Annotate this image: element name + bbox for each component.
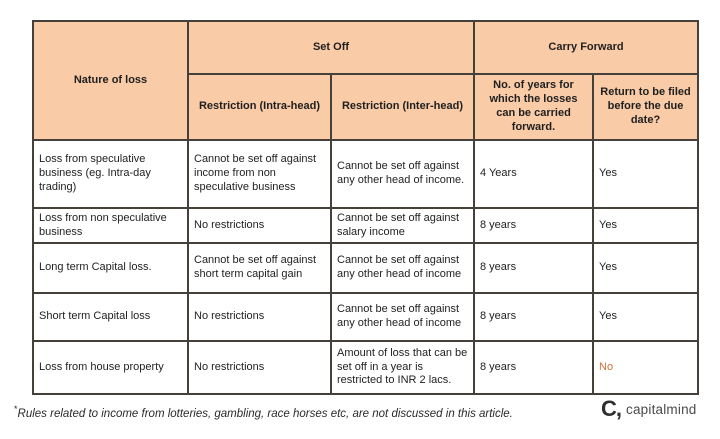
- cell-restriction-inter: Cannot be set off against salary income: [330, 207, 475, 244]
- cell-return-due: Yes: [591, 207, 700, 244]
- table-row-speculative-business: Loss from speculative business (eg. Intr…: [32, 139, 700, 209]
- cell-nature: Loss from speculative business (eg. Intr…: [32, 139, 189, 209]
- cell-nature: Short term Capital loss: [32, 292, 189, 342]
- cell-restriction-intra: Cannot be set off against income from no…: [187, 139, 332, 209]
- capitalmind-logo-mark-icon: C,: [601, 396, 622, 421]
- header-restriction-inter-head: Restriction (Inter-head): [330, 73, 475, 141]
- cell-carry-years: 8 years: [473, 242, 594, 294]
- cell-restriction-inter: Cannot be set off against any other head…: [330, 242, 475, 294]
- cell-restriction-inter: Amount of loss that can be set off in a …: [330, 340, 475, 395]
- header-carry-forward: Carry Forward: [472, 20, 700, 75]
- cell-return-due: Yes: [591, 242, 700, 294]
- table-row-non-speculative-business: Loss from non speculative business No re…: [32, 207, 700, 244]
- header-nature-of-loss: Nature of loss: [32, 20, 189, 141]
- capitalmind-logo-text: capitalmind: [626, 401, 697, 417]
- cell-nature: Long term Capital loss.: [32, 242, 189, 294]
- cell-carry-years: 4 Years: [473, 139, 594, 209]
- cell-carry-years: 8 years: [473, 207, 594, 244]
- header-return-due-date: Return to be filed before the due date?: [591, 73, 700, 141]
- footnote-asterisk: *: [14, 404, 18, 414]
- cell-restriction-inter: Cannot be set off against any other head…: [330, 292, 475, 342]
- cell-restriction-intra: Cannot be set off against short term cap…: [187, 242, 332, 294]
- cell-carry-years: 8 years: [473, 292, 594, 342]
- cell-return-due: Yes: [591, 139, 700, 209]
- header-carry-years: No. of years for which the losses can be…: [473, 73, 594, 141]
- cell-return-due: Yes: [591, 292, 700, 342]
- cell-restriction-intra: No restrictions: [187, 207, 332, 244]
- cell-restriction-intra: No restrictions: [187, 292, 332, 342]
- footnote: *Rules related to income from lotteries,…: [14, 404, 594, 420]
- table-row-short-term-capital-loss: Short term Capital loss No restrictions …: [32, 292, 700, 342]
- header-row-columns: Restriction (Intra-head) Restriction (In…: [33, 73, 700, 141]
- header-restriction-intra-head: Restriction (Intra-head): [187, 73, 332, 141]
- cell-nature: Loss from house property: [32, 340, 189, 395]
- loss-setoff-carryforward-table: Nature of loss Set Off Carry Forward Res…: [32, 20, 700, 395]
- cell-restriction-inter: Cannot be set off against any other head…: [330, 139, 475, 209]
- header-set-off: Set Off: [187, 20, 475, 75]
- cell-nature: Loss from non speculative business: [32, 207, 189, 244]
- header-row-groups: Nature of loss Set Off Carry Forward: [32, 20, 700, 141]
- cell-restriction-intra: No restrictions: [187, 340, 332, 395]
- capitalmind-logo: C, capitalmind: [601, 398, 697, 420]
- cell-carry-years: 8 years: [473, 340, 594, 395]
- table-row-long-term-capital-loss: Long term Capital loss. Cannot be set of…: [32, 242, 700, 294]
- footnote-text: Rules related to income from lotteries, …: [17, 407, 513, 420]
- table-row-house-property: Loss from house property No restrictions…: [32, 340, 700, 395]
- cell-return-due-no: No: [591, 340, 700, 395]
